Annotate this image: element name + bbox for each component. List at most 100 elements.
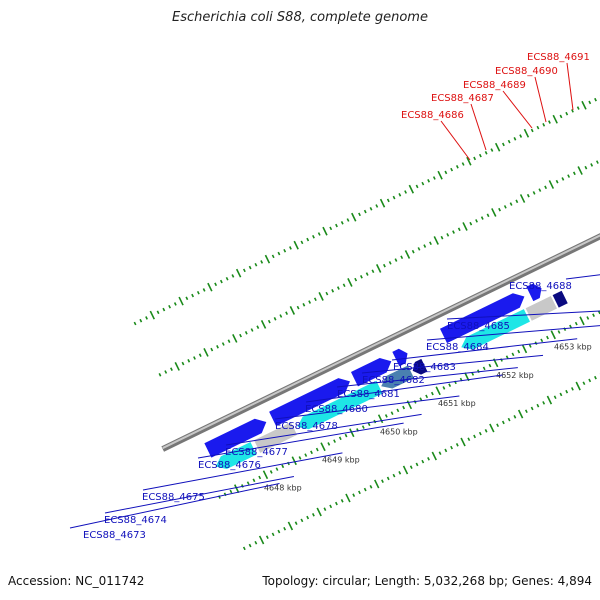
tick-mark bbox=[320, 442, 326, 452]
tick-mark bbox=[579, 316, 585, 326]
tick-mark bbox=[271, 254, 275, 259]
tick-mark bbox=[548, 180, 555, 189]
kbp-label: 4650 kbp bbox=[380, 427, 418, 436]
tick-mark bbox=[581, 100, 587, 110]
tick-mark bbox=[221, 342, 225, 346]
tick-mark bbox=[498, 207, 501, 212]
tick-marks bbox=[133, 95, 600, 551]
tick-mark bbox=[435, 386, 441, 396]
tick-mark bbox=[260, 260, 264, 264]
tick-mark bbox=[480, 216, 484, 220]
tick-mark bbox=[523, 128, 530, 138]
tick-mark bbox=[388, 261, 392, 265]
tick-mark bbox=[369, 485, 373, 489]
tick-mark bbox=[327, 442, 331, 446]
gene-features bbox=[204, 283, 568, 470]
tick-mark bbox=[469, 221, 473, 226]
tick-mark bbox=[530, 406, 534, 411]
tick-mark bbox=[515, 199, 519, 204]
tick-mark bbox=[421, 459, 425, 464]
tick-mark bbox=[494, 142, 501, 152]
tick-mark bbox=[381, 479, 384, 483]
kbp-labels: 4648 kbp 4649 kbp 4650 kbp 4651 kbp 4652 kbp… bbox=[264, 343, 592, 493]
tick-mark bbox=[409, 465, 413, 470]
tick-mark bbox=[234, 484, 240, 494]
tick-mark bbox=[214, 282, 218, 287]
tick-mark bbox=[540, 338, 544, 343]
tick-mark bbox=[162, 307, 166, 312]
tick-mark bbox=[460, 437, 466, 447]
tick-mark bbox=[248, 543, 252, 548]
callout-line bbox=[336, 367, 518, 388]
tick-mark bbox=[363, 209, 367, 214]
tick-mark bbox=[555, 179, 559, 184]
tick-mark bbox=[269, 470, 273, 474]
tick-mark bbox=[501, 142, 505, 147]
tick-mark bbox=[402, 405, 406, 410]
tick-mark bbox=[375, 204, 379, 208]
forward-gene bbox=[392, 348, 408, 367]
tick-mark bbox=[316, 507, 322, 517]
tick-mark bbox=[450, 167, 454, 172]
tick-mark bbox=[584, 165, 588, 170]
tick-mark bbox=[415, 184, 419, 189]
gene-callouts: ECS88_4673 ECS88_4674 ECS88_4675 ECS88_4676… bbox=[69, 52, 600, 541]
tick-mark bbox=[491, 208, 497, 217]
tick-mark bbox=[503, 205, 507, 209]
kbp-label: 4651 kbp bbox=[438, 399, 476, 408]
tick-mark bbox=[507, 417, 511, 422]
navy-gene bbox=[552, 290, 568, 308]
tick-mark bbox=[358, 490, 361, 495]
callout-line bbox=[470, 103, 487, 151]
tick-mark bbox=[198, 353, 202, 357]
tick-mark bbox=[430, 391, 434, 396]
kbp-label: 4648 kbp bbox=[264, 484, 302, 493]
tick-mark bbox=[392, 473, 396, 478]
tick-mark bbox=[216, 345, 219, 349]
backbone-highlight bbox=[162, 234, 600, 449]
tick-mark bbox=[532, 191, 536, 195]
tick-mark bbox=[367, 422, 371, 427]
tick-mark bbox=[317, 232, 321, 236]
gene-label: ECS88_4680 bbox=[305, 404, 368, 415]
tick-mark bbox=[565, 111, 569, 116]
tick-mark bbox=[322, 226, 328, 236]
tick-mark bbox=[340, 220, 344, 225]
tick-mark bbox=[265, 535, 269, 539]
tick-mark bbox=[484, 429, 488, 433]
tick-mark bbox=[528, 344, 532, 348]
tick-mark bbox=[576, 106, 580, 110]
tick-mark bbox=[371, 269, 375, 274]
tick-mark bbox=[149, 310, 155, 320]
tick-mark bbox=[572, 171, 576, 176]
tick-mark bbox=[248, 265, 252, 270]
tick-mark bbox=[501, 420, 505, 425]
callout-line bbox=[391, 338, 578, 361]
tick-mark bbox=[455, 443, 459, 447]
tick-mark bbox=[509, 202, 513, 206]
gene-label: ECS88_4688 bbox=[509, 281, 572, 292]
callout-line bbox=[274, 395, 460, 420]
tick-mark bbox=[542, 123, 546, 127]
tick-mark bbox=[398, 471, 402, 475]
tick-mark bbox=[331, 289, 335, 293]
gene-label: ECS88_4677 bbox=[225, 447, 288, 458]
tick-mark bbox=[408, 184, 415, 194]
tick-mark bbox=[291, 456, 297, 466]
tick-mark bbox=[133, 321, 137, 326]
tick-mark bbox=[553, 395, 557, 400]
tick-mark bbox=[325, 291, 329, 296]
tick-mark bbox=[586, 316, 590, 320]
tick-mark bbox=[203, 348, 209, 357]
gene-label: ECS88_4682 bbox=[362, 375, 425, 386]
tick-mark bbox=[473, 434, 476, 439]
gene-label: ECS88_4684 bbox=[426, 342, 489, 353]
tick-mark bbox=[511, 352, 515, 357]
callout-line bbox=[305, 374, 503, 403]
tick-mark bbox=[565, 389, 569, 394]
tick-mark bbox=[574, 321, 578, 326]
tick-mark bbox=[340, 499, 344, 503]
tick-mark bbox=[227, 339, 231, 343]
tick-mark bbox=[431, 451, 437, 461]
tick-mark bbox=[294, 521, 298, 525]
